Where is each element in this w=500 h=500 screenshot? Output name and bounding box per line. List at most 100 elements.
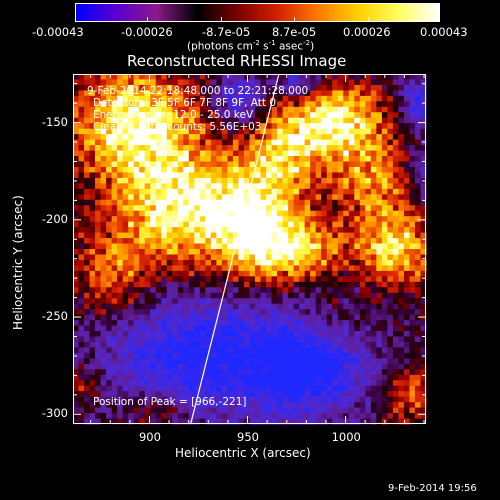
heatmap-cell: [304, 336, 311, 343]
heatmap-cell: [387, 84, 394, 92]
heatmap-cell: [392, 276, 400, 283]
heatmap-cell: [155, 134, 162, 141]
heatmap-cell: [409, 74, 416, 81]
heatmap-cell: [381, 199, 388, 206]
heatmap-cell: [84, 74, 91, 81]
heatmap-cell: [150, 413, 157, 420]
heatmap-cell: [144, 90, 151, 97]
heatmap-cell: [84, 276, 91, 283]
heatmap-cell: [100, 188, 107, 195]
heatmap-cell: [122, 249, 129, 256]
heatmap-cell: [332, 380, 339, 387]
heatmap-cell: [117, 128, 124, 135]
heatmap-cell: [89, 172, 96, 179]
heatmap-cell: [232, 134, 240, 141]
heatmap-cell: [183, 79, 190, 86]
heatmap-cell: [381, 265, 388, 272]
heatmap-cell: [359, 325, 366, 332]
heatmap-cell: [365, 325, 372, 332]
heatmap-cell: [161, 221, 168, 228]
heatmap-cell: [150, 303, 157, 310]
heatmap-cell: [293, 177, 300, 184]
heatmap-cell: [348, 183, 355, 190]
heatmap-cell: [288, 227, 295, 234]
heatmap-cell: [210, 314, 218, 321]
heatmap-cell: [326, 347, 333, 354]
heatmap-cell: [315, 161, 322, 168]
heatmap-cell: [332, 407, 339, 414]
heatmap-cell: [293, 101, 300, 108]
heatmap-cell: [183, 243, 190, 250]
heatmap-cell: [205, 249, 212, 256]
heatmap-cell: [249, 380, 256, 387]
heatmap-cell: [100, 249, 107, 256]
heatmap-cell: [348, 402, 355, 409]
heatmap-cell: [370, 298, 377, 305]
heatmap-cell: [133, 134, 140, 141]
heatmap-cell: [271, 309, 278, 316]
heatmap-cell: [232, 298, 240, 305]
heatmap-cell: [177, 314, 184, 321]
heatmap-cell: [359, 352, 366, 359]
heatmap-cell: [315, 101, 322, 108]
heatmap-cell: [337, 177, 344, 184]
heatmap-cell: [205, 325, 212, 332]
heatmap-cell: [89, 123, 96, 130]
heatmap-cell: [89, 156, 96, 163]
heatmap-cell: [205, 238, 212, 245]
heatmap-cell: [315, 128, 322, 135]
heatmap-cell: [365, 117, 372, 124]
heatmap-cell: [122, 265, 129, 272]
heatmap-cell: [205, 205, 212, 212]
heatmap-cell: [376, 292, 383, 299]
heatmap-cell: [332, 347, 339, 354]
heatmap-cell: [122, 369, 129, 376]
heatmap-cell: [172, 205, 179, 212]
heatmap-cell: [398, 134, 405, 141]
heatmap-cell: [89, 374, 96, 381]
heatmap-cell: [172, 90, 179, 97]
heatmap-cell: [348, 150, 355, 157]
heatmap-cell: [315, 166, 322, 174]
heatmap-cell: [310, 320, 317, 327]
heatmap-cell: [227, 385, 234, 392]
heatmap-cell: [398, 117, 405, 124]
heatmap-cell: [139, 407, 146, 414]
heatmap-cell: [221, 391, 229, 398]
heatmap-cell: [414, 303, 422, 310]
heatmap-cell: [172, 232, 179, 239]
heatmap-cell: [310, 112, 317, 119]
heatmap-cell: [216, 95, 223, 102]
heatmap-cell: [133, 331, 140, 338]
heatmap-cell: [111, 391, 118, 398]
heatmap-cell: [238, 341, 245, 349]
heatmap-cell: [216, 101, 223, 108]
heatmap-cell: [106, 341, 113, 349]
heatmap-cell: [282, 227, 289, 234]
heatmap-cell: [177, 391, 184, 398]
heatmap-cell: [293, 270, 300, 277]
heatmap-cell: [365, 172, 372, 179]
heatmap-cell: [310, 232, 317, 239]
heatmap-cell: [266, 385, 273, 392]
heatmap-cell: [282, 79, 289, 86]
heatmap-cell: [359, 205, 366, 212]
heatmap-cell: [95, 303, 102, 310]
heatmap-cell: [370, 303, 377, 310]
heatmap-cell: [221, 347, 229, 354]
heatmap-cell: [166, 183, 173, 190]
heatmap-cell: [89, 227, 96, 234]
heatmap-cell: [255, 238, 262, 245]
heatmap-cell: [150, 243, 157, 250]
heatmap-cell: [73, 249, 80, 256]
heatmap-cell: [221, 418, 229, 425]
heatmap-cell: [243, 358, 251, 365]
heatmap-cell: [260, 303, 267, 310]
heatmap-cell: [266, 254, 273, 261]
heatmap-cell: [166, 270, 173, 277]
heatmap-cell: [420, 106, 427, 113]
heatmap-cell: [166, 385, 173, 392]
heatmap-cell: [73, 292, 80, 299]
heatmap-cell: [398, 139, 405, 146]
heatmap-cell: [348, 407, 355, 414]
